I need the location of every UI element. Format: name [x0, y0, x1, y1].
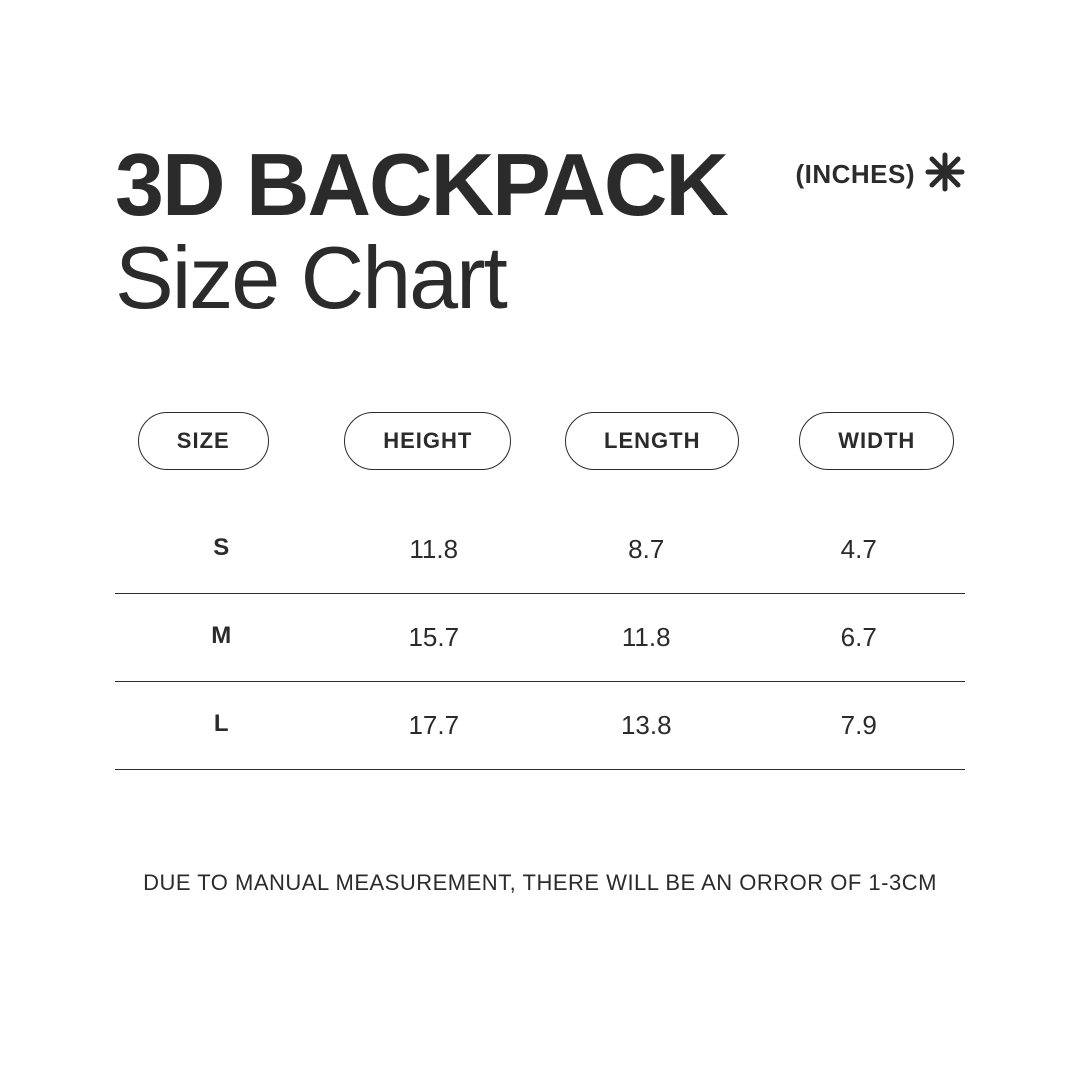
cell-width: 4.7: [753, 534, 966, 565]
table-header: SIZE HEIGHT LENGTH WIDTH: [115, 412, 965, 470]
table-body: S 11.8 8.7 4.7 M 15.7 11.8 6.7 L 17.7 13…: [115, 506, 965, 770]
cell-width: 7.9: [753, 710, 966, 741]
cell-length: 11.8: [540, 622, 753, 653]
title-line1: 3D BACKPACK: [115, 140, 727, 230]
title-line2: Size Chart: [115, 230, 727, 327]
col-label: WIDTH: [799, 412, 954, 470]
unit-block: (INCHES): [795, 152, 965, 197]
cell-size: M: [115, 622, 328, 653]
table-row: S 11.8 8.7 4.7: [115, 506, 965, 594]
col-length: LENGTH: [564, 412, 741, 470]
cell-length: 13.8: [540, 710, 753, 741]
col-label: SIZE: [138, 412, 269, 470]
unit-label: (INCHES): [795, 159, 915, 190]
col-height: HEIGHT: [340, 412, 517, 470]
title-block: 3D BACKPACK Size Chart: [115, 140, 727, 327]
table-row: L 17.7 13.8 7.9: [115, 682, 965, 770]
col-label: LENGTH: [565, 412, 739, 470]
cell-height: 17.7: [328, 710, 541, 741]
col-width: WIDTH: [789, 412, 966, 470]
col-size: SIZE: [115, 412, 292, 470]
col-label: HEIGHT: [344, 412, 511, 470]
title-row: 3D BACKPACK Size Chart (INCHES): [115, 140, 965, 327]
footnote: DUE TO MANUAL MEASUREMENT, THERE WILL BE…: [115, 870, 965, 896]
cell-length: 8.7: [540, 534, 753, 565]
asterisk-icon: [925, 152, 965, 197]
size-chart-card: 3D BACKPACK Size Chart (INCHES) SIZE HEI…: [115, 140, 965, 896]
table-row: M 15.7 11.8 6.7: [115, 594, 965, 682]
cell-size: L: [115, 710, 328, 741]
cell-height: 15.7: [328, 622, 541, 653]
cell-width: 6.7: [753, 622, 966, 653]
cell-height: 11.8: [328, 534, 541, 565]
cell-size: S: [115, 534, 328, 565]
size-table: SIZE HEIGHT LENGTH WIDTH S 11.8 8.7 4.7 …: [115, 412, 965, 770]
